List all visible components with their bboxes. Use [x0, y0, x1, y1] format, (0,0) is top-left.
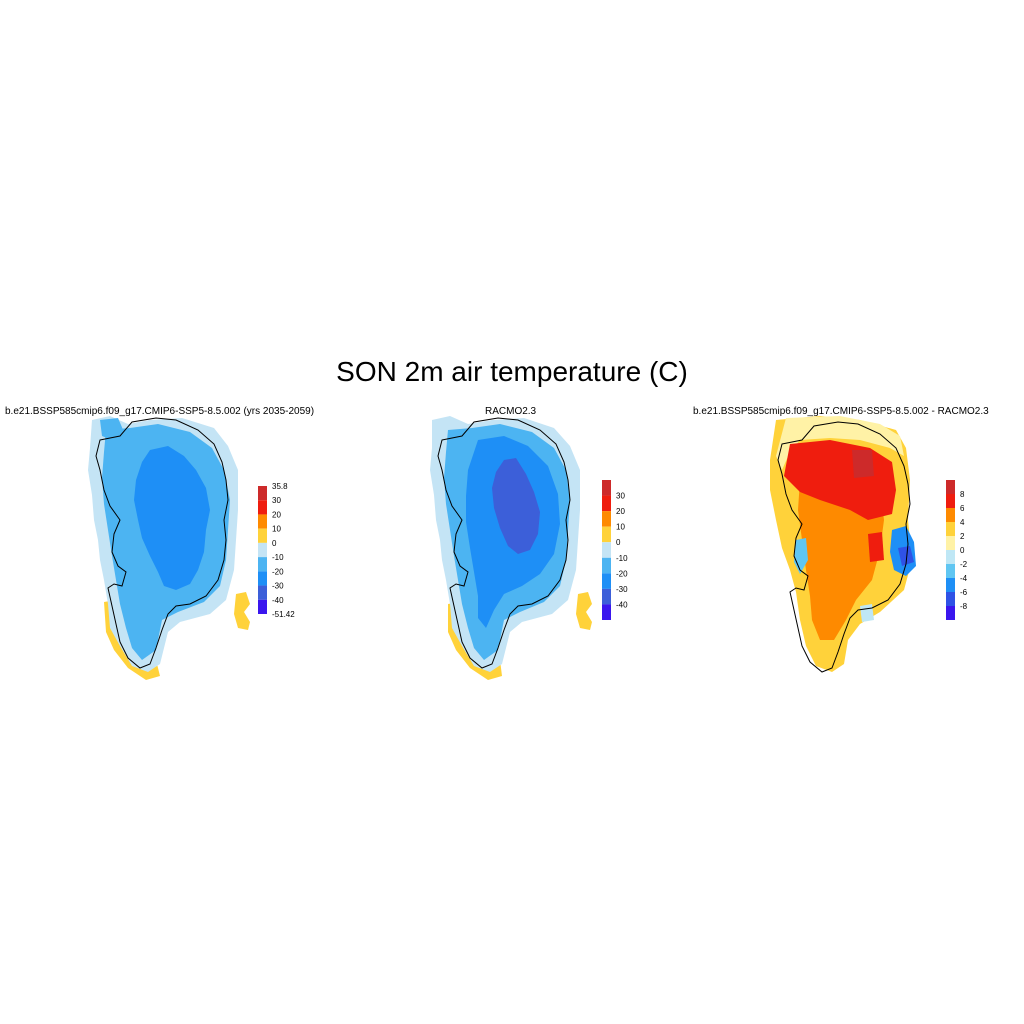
- colorbar-tick-label: 35.8: [272, 482, 288, 491]
- colorbar-swatch: [258, 585, 267, 600]
- panel-title-diff: b.e21.BSSP585cmip6.f09_g17.CMIP6-SSP5-8.…: [693, 406, 989, 417]
- colorbar-swatch: [946, 508, 955, 522]
- colorbar-swatch: [602, 557, 611, 574]
- map-obs-coastline: [437, 417, 571, 669]
- colorbar-tick-label: -10: [616, 554, 628, 563]
- colorbar-swatch: [602, 588, 611, 605]
- colorbar-tick-label: -10: [272, 553, 284, 562]
- colorbar-swatch: [602, 542, 611, 558]
- colorbar-swatch: [946, 536, 955, 550]
- colorbar-tick-label: -40: [272, 596, 284, 605]
- colorbar-model: 35.8 30 20 10 0 -10 -20 -30 -40 -51.42: [258, 482, 295, 619]
- colorbar-tick-label: -30: [616, 585, 628, 594]
- colorbar-swatch: [258, 542, 267, 558]
- colorbar-swatch: [946, 522, 955, 536]
- colorbar-obs: 30 20 10 0 -10 -20 -30 -40: [602, 480, 628, 620]
- colorbar-swatch: [258, 500, 267, 515]
- map-model-patch: [100, 418, 124, 440]
- colorbar-swatch: [602, 604, 611, 620]
- colorbar-tick-label: 30: [272, 496, 281, 505]
- colorbar-tick-label: -30: [272, 582, 284, 591]
- colorbar-tick-label: -20: [272, 567, 284, 576]
- colorbar-swatch: [946, 494, 955, 508]
- map-model-island-east: [234, 592, 250, 630]
- map-obs-core: [492, 458, 540, 554]
- colorbar-swatch: [946, 592, 955, 606]
- colorbar-tick-label: -2: [960, 560, 968, 569]
- map-diff-hot-core: [852, 450, 874, 478]
- map-diff-coastline: [777, 421, 911, 673]
- colorbar-tick-label: 30: [616, 492, 625, 501]
- colorbar-swatch: [602, 526, 611, 543]
- colorbar-swatch: [946, 480, 955, 494]
- colorbar-swatch: [258, 571, 267, 586]
- colorbar-tick-label: 20: [616, 507, 625, 516]
- colorbar-tick-label: -4: [960, 574, 968, 583]
- colorbar-tick-label: 10: [272, 525, 281, 534]
- map-obs: [430, 416, 592, 680]
- colorbar-swatch: [946, 550, 955, 564]
- colorbar-swatch: [258, 528, 267, 543]
- map-diff-cool-east-core: [898, 546, 914, 566]
- map-model-interior: [134, 446, 210, 590]
- colorbar-swatch: [602, 495, 611, 512]
- colorbar-swatch: [258, 557, 267, 572]
- colorbar-tick-label: -6: [960, 588, 968, 597]
- colorbar-tick-label: 2: [960, 532, 965, 541]
- map-diff-fringe: [776, 416, 904, 470]
- colorbar-swatch: [258, 486, 267, 501]
- colorbar-swatch: [946, 606, 955, 620]
- colorbar-tick-label: 0: [616, 538, 621, 547]
- colorbar-tick-label: 20: [272, 510, 281, 519]
- map-obs-island-east: [576, 592, 592, 630]
- colorbar-swatch: [602, 573, 611, 589]
- map-diff: [770, 416, 916, 673]
- colorbar-swatch: [946, 578, 955, 592]
- colorbar-tick-label: -51.42: [272, 610, 295, 619]
- colorbar-diff: 8 6 4 2 0 -2 -4 -6 -8: [946, 480, 968, 620]
- map-diff-hot-patch: [868, 532, 884, 562]
- panel-title-obs: RACMO2.3: [485, 406, 537, 417]
- map-diff-cool-sw: [860, 604, 874, 622]
- colorbar-swatch: [946, 564, 955, 578]
- colorbar-tick-label: -8: [960, 602, 968, 611]
- map-diff-warm-south: [798, 476, 884, 640]
- colorbar-tick-label: 6: [960, 504, 965, 513]
- colorbar-swatch: [602, 480, 611, 496]
- colorbar-swatch: [602, 511, 611, 527]
- colorbar-swatch: [258, 514, 267, 529]
- colorbar-tick-label: -20: [616, 569, 628, 578]
- map-model: [88, 416, 250, 680]
- colorbar-tick-label: 4: [960, 518, 965, 527]
- colorbar-swatch: [258, 599, 267, 614]
- colorbar-tick-label: 8: [960, 490, 965, 499]
- panel-title-model: b.e21.BSSP585cmip6.f09_g17.CMIP6-SSP5-8.…: [5, 406, 315, 417]
- colorbar-tick-label: 10: [616, 523, 625, 532]
- figure-title: SON 2m air temperature (C): [336, 356, 688, 387]
- colorbar-tick-label: 0: [272, 539, 277, 548]
- map-model-coastline: [95, 417, 229, 669]
- colorbar-tick-label: -40: [616, 600, 628, 609]
- colorbar-tick-label: 0: [960, 546, 965, 555]
